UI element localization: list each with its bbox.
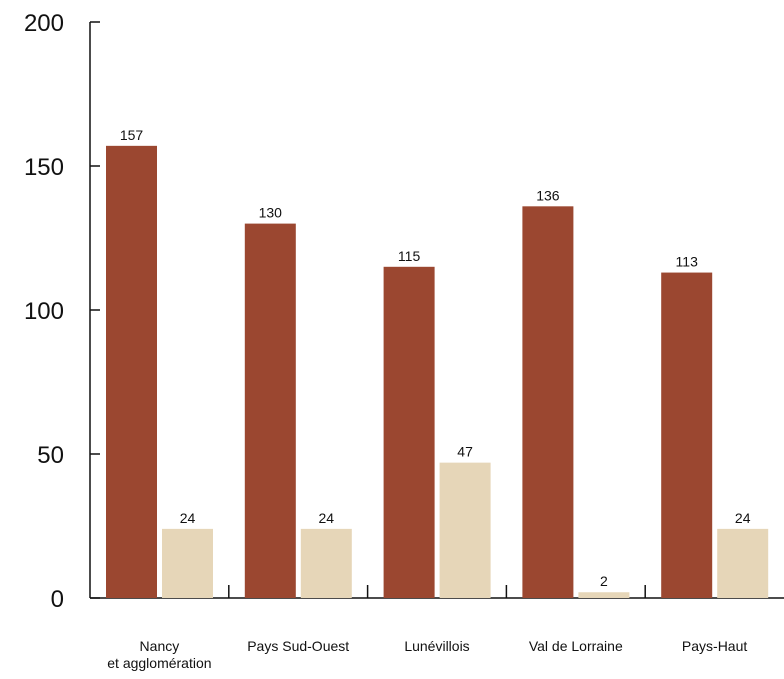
bar <box>300 528 352 598</box>
bar-value-label: 136 <box>536 187 560 203</box>
x-category-label: Val de Lorraine <box>529 638 623 654</box>
x-category-label-line: et agglomération <box>107 655 211 671</box>
bar <box>439 462 491 598</box>
bar <box>106 145 157 598</box>
y-tick-label: 0 <box>51 586 64 613</box>
bar-value-label: 113 <box>676 254 699 270</box>
x-axis: Nancy et agglomération Pays Sud-Ouest Lunév… <box>90 585 784 671</box>
y-tick-label: 100 <box>24 298 64 325</box>
bar-value-label: 115 <box>398 248 421 264</box>
bar <box>162 528 213 598</box>
x-category-label-line: Lunévillois <box>404 638 469 654</box>
x-category-label-line: Pays Sud-Ouest <box>247 638 349 654</box>
bar <box>244 223 296 598</box>
bar-value-label: 24 <box>735 510 751 526</box>
y-tick-label: 200 <box>24 10 64 37</box>
bar-value-label: 130 <box>259 205 283 221</box>
x-category-label-line: Nancy <box>140 638 180 654</box>
bar-value-label: 157 <box>120 127 144 143</box>
y-axis: 0 50 100 150 200 <box>24 10 100 613</box>
y-tick-label: 50 <box>37 442 64 469</box>
bar-value-label: 47 <box>457 444 473 460</box>
x-category-label: Pays-Haut <box>682 638 747 654</box>
bar <box>578 592 630 598</box>
bar <box>661 272 713 598</box>
x-category-label: Lunévillois <box>404 638 469 654</box>
y-tick-label: 150 <box>24 154 64 181</box>
bar <box>717 528 769 598</box>
x-category-label: Nancy et agglomération <box>107 638 211 671</box>
bar <box>383 266 435 598</box>
bar-value-label: 24 <box>180 510 196 526</box>
x-category-label: Pays Sud-Ouest <box>247 638 349 654</box>
bar-value-label: 24 <box>319 510 335 526</box>
bar <box>522 206 574 598</box>
bars <box>106 145 769 598</box>
x-category-label-line: Val de Lorraine <box>529 638 623 654</box>
data-labels: 157 24 130 24 115 47 136 2 113 24 <box>120 127 751 589</box>
x-category-label-line: Pays-Haut <box>682 638 747 654</box>
bar-value-label: 2 <box>600 573 608 589</box>
